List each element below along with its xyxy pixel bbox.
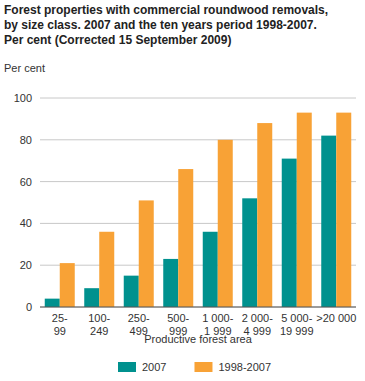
x-tick-label-line: 500- [167,312,189,324]
bar [257,123,272,307]
y-axis-label: Per cent [4,62,45,74]
bar [282,159,297,307]
bar [336,113,351,307]
bar [218,140,233,307]
bar [297,113,312,307]
title-line: Per cent (Corrected 15 September 2009) [4,33,231,47]
x-tick-label-line: 100- [88,312,110,324]
title-line: Forest properties with commercial roundw… [4,3,328,17]
x-tick-label-line: 19 999 [280,325,314,337]
x-tick-label-line: 249 [90,325,108,337]
bar [124,276,139,307]
grid-line [40,98,356,99]
y-tick-label: 40 [20,217,32,229]
bar [321,136,336,307]
y-tick-label: 60 [20,176,32,188]
x-tick-label-line: 5 000- [281,312,313,324]
bar [99,232,114,307]
x-axis-line [40,307,356,308]
bar [163,259,178,307]
y-tick-label: 0 [26,301,32,313]
bar [84,288,99,307]
x-tick-label: 100-249 [88,312,110,337]
bar [60,263,75,307]
bar [45,299,60,307]
x-tick-label: 5 000-19 999 [280,312,314,337]
y-tick-label: 20 [20,259,32,271]
x-tick-label-line: 2 000- [242,312,274,324]
title-line: by size class. 2007 and the ten years pe… [4,18,317,32]
legend-label: 2007 [142,361,166,373]
legend-label: 1998-2007 [218,361,271,373]
x-tick-label: >20 000 [316,312,356,324]
y-tick-label: 80 [20,134,32,146]
bar [139,200,154,307]
bars [45,113,352,307]
legend-swatch [194,362,212,372]
x-tick-label-line: 99 [54,325,66,337]
x-tick-label-line: 250- [128,312,150,324]
y-tick-label: 100 [14,92,32,104]
title: Forest properties with commercial roundw… [4,3,328,47]
grid-line [40,307,356,308]
x-tick-label-line: >20 000 [316,312,356,324]
bar [203,232,218,307]
x-axis-label: Productive forest area [144,333,252,345]
bar [242,198,257,307]
x-tick-label: 25-99 [52,312,68,337]
x-tick-label-line: 25- [52,312,68,324]
bar [178,169,193,307]
x-tick-label-line: 1 000- [202,312,234,324]
chart: Forest properties with commercial roundw… [0,0,365,381]
legend-swatch [118,362,136,372]
